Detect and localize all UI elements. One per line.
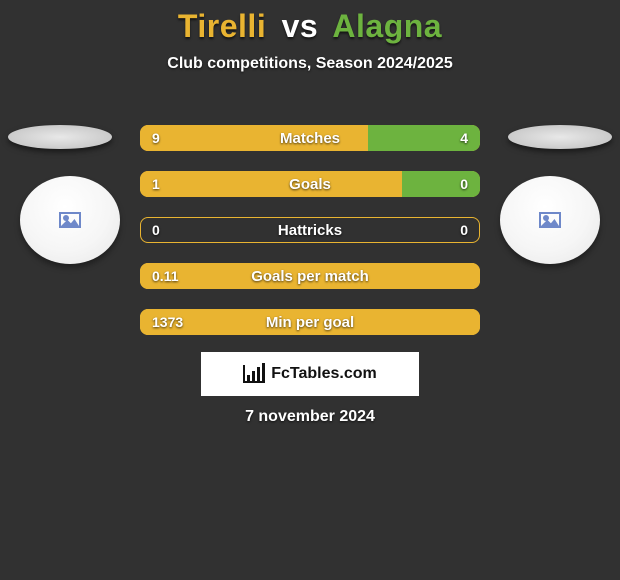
brand-text: FcTables.com (271, 365, 377, 383)
comparison-bars: 94Matches10Goals00Hattricks0.11Goals per… (140, 125, 480, 355)
bar-row: 00Hattricks (140, 217, 480, 243)
subtitle: Club competitions, Season 2024/2025 (0, 55, 620, 73)
bar-value-player1: 9 (140, 125, 172, 151)
bar-value-player2: 4 (448, 125, 480, 151)
bar-row: 1373Min per goal (140, 309, 480, 335)
bar-value-player2: 0 (448, 217, 480, 243)
image-placeholder-icon (59, 212, 81, 228)
shadow-ellipse-left (8, 125, 112, 149)
bar-track (140, 217, 480, 243)
date-label: 7 november 2024 (0, 408, 620, 426)
bar-fill-player1 (140, 171, 402, 197)
image-placeholder-icon (539, 212, 561, 228)
bar-value-player2: 0 (448, 171, 480, 197)
bar-fill-player1 (140, 263, 480, 289)
brand-box: FcTables.com (201, 352, 419, 396)
vs-label: vs (282, 8, 319, 44)
bar-fill-player1 (140, 125, 368, 151)
bar-value-player1: 0.11 (140, 263, 190, 289)
bar-row: 10Goals (140, 171, 480, 197)
bar-value-player1: 0 (140, 217, 172, 243)
bar-value-player1: 1 (140, 171, 172, 197)
page-title: Tirelli vs Alagna (0, 0, 620, 45)
shadow-ellipse-right (508, 125, 612, 149)
avatar-player2 (500, 176, 600, 264)
avatar-player1 (20, 176, 120, 264)
bar-row: 94Matches (140, 125, 480, 151)
bar-row: 0.11Goals per match (140, 263, 480, 289)
bar-chart-icon (243, 365, 265, 383)
player1-name: Tirelli (178, 8, 266, 44)
player2-name: Alagna (332, 8, 442, 44)
bar-value-player1: 1373 (140, 309, 195, 335)
